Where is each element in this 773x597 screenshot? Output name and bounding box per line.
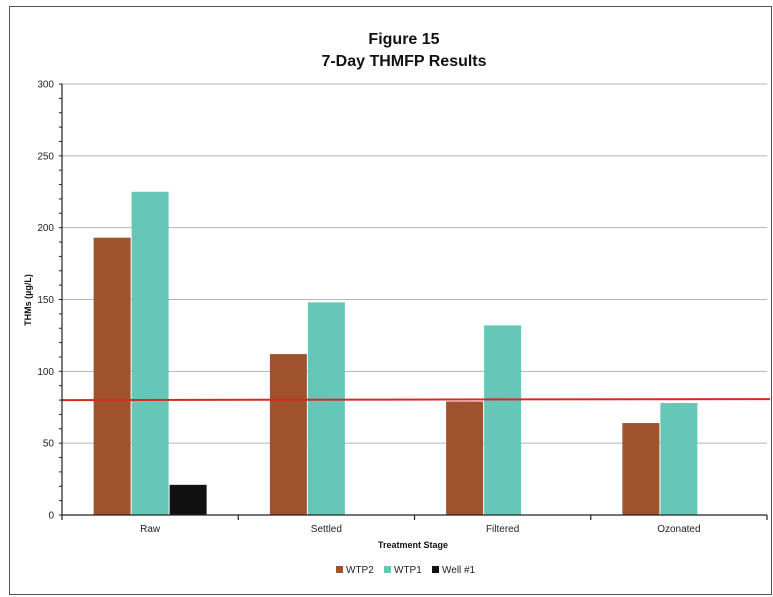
y-tick-label: 300 — [37, 80, 54, 91]
legend-swatch — [336, 566, 343, 573]
bar-wtp2-ozonated — [622, 423, 660, 515]
y-axis-title: THMs (µg/L) — [23, 274, 33, 326]
bar-wtp1-raw — [131, 191, 169, 515]
x-tick-label: Filtered — [486, 524, 519, 535]
x-tick-label: Ozonated — [657, 524, 700, 535]
x-tick-label: Settled — [311, 524, 342, 535]
bar-wtp1-ozonated — [660, 402, 698, 515]
bar-wtp1-settled — [307, 302, 345, 515]
x-tick-label: Raw — [140, 524, 161, 535]
x-axis-title: Treatment Stage — [378, 540, 448, 550]
bars — [93, 191, 698, 515]
bar-well-1-raw — [169, 484, 207, 515]
legend-swatch — [384, 566, 391, 573]
bar-wtp2-filtered — [446, 401, 484, 515]
reference-line-layer — [61, 398, 771, 402]
axes: 0 50 100 150 200 250 300 Raw Settled Filtered Ozon… — [37, 80, 768, 535]
chart-title: Figure 15 — [368, 31, 439, 48]
bar-wtp2-settled — [269, 354, 307, 515]
chart-subtitle: 7-Day THMFP Results — [321, 53, 486, 70]
y-tick-label: 50 — [43, 439, 55, 450]
bar-wtp2-raw — [93, 237, 131, 515]
legend-label: WTP2 — [346, 565, 374, 576]
legend-label: WTP1 — [394, 565, 422, 576]
y-tick-label: 100 — [37, 367, 54, 378]
legend-swatch — [432, 566, 439, 573]
legend-label: Well #1 — [442, 565, 476, 576]
legend: WTP2 WTP1 Well #1 — [336, 565, 476, 576]
y-tick-label: 150 — [37, 295, 54, 306]
bar-wtp1-filtered — [484, 325, 522, 515]
y-tick-label: 0 — [48, 511, 54, 522]
y-tick-label: 200 — [37, 223, 54, 234]
y-tick-label: 250 — [37, 151, 54, 162]
reference-line — [61, 398, 771, 402]
